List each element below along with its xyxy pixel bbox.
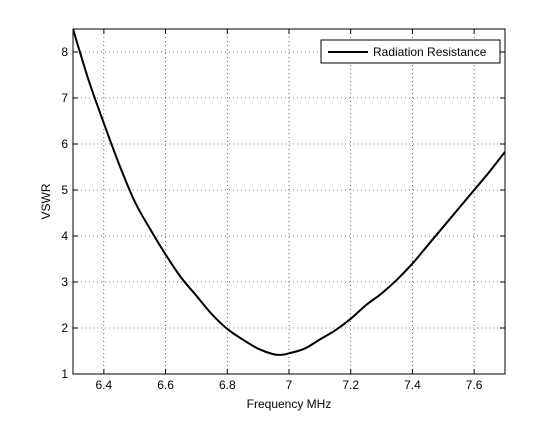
legend: Radiation Resistance [320,39,501,64]
series-line-radiation-resistance [73,29,505,356]
y-tick-label: 4 [61,229,68,243]
y-tick-label: 5 [61,183,68,197]
x-tick-label: 7 [286,378,293,392]
y-axis-label: VSWR [39,183,53,219]
x-tick-label: 6.4 [96,378,113,392]
y-tick-label: 1 [61,367,68,381]
series-layer [73,29,505,356]
y-tick-label: 2 [61,321,68,335]
y-tick-label: 6 [61,137,68,151]
y-tick-label: 7 [61,91,68,105]
legend-box [320,39,501,64]
x-tick-label: 7.4 [404,378,421,392]
x-tick-label: 7.2 [342,378,359,392]
x-axis-label: Frequency MHz [247,397,332,411]
y-tick-label: 8 [61,45,68,59]
legend-label-radiation-resistance: Radiation Resistance [373,45,487,59]
x-tick-label: 7.6 [466,378,483,392]
y-tick-label: 3 [61,275,68,289]
x-tick-label: 6.6 [157,378,174,392]
grid [73,29,505,375]
tick-labels: 6.4 6.6 6.8 7 7.2 7.4 7.6 1 2 3 4 5 6 7 8 [61,45,482,392]
x-tick-label: 6.8 [219,378,236,392]
plot-border [72,28,506,375]
